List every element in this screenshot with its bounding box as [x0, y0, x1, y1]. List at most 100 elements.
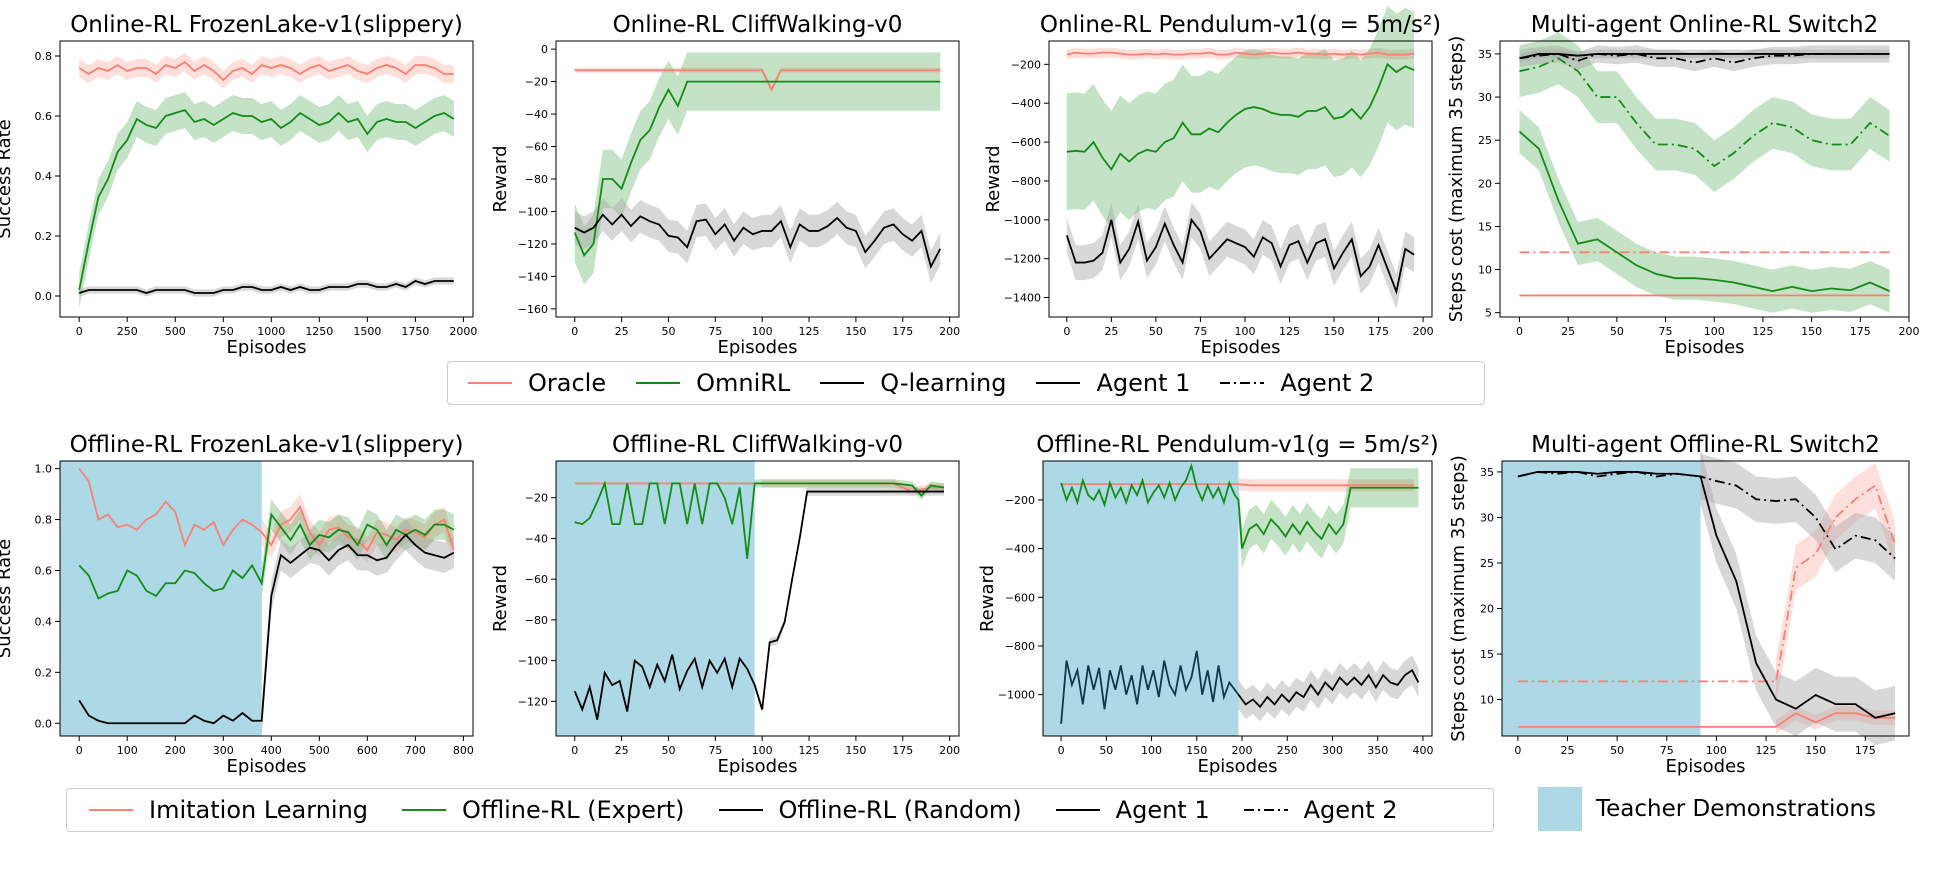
y-tick-label: −1400	[1004, 292, 1041, 305]
x-tick-label: 125	[799, 744, 820, 757]
y-axis-label: Reward	[983, 145, 1004, 212]
y-tick-label: 25	[1478, 134, 1492, 147]
series-line-3	[78, 533, 455, 725]
x-tick-label: 50	[1610, 325, 1624, 338]
legend-bottom: Imitation Learning Offline-RL (Expert) Off…	[66, 788, 1494, 832]
series-band-5	[1519, 49, 1890, 63]
legend-top: Oracle OmniRL Q-learning Agent 1 Agent 2	[447, 361, 1485, 405]
x-tick-label: 25	[615, 325, 629, 338]
series-line-4	[1237, 668, 1420, 709]
legend-item: Imitation Learning	[87, 796, 368, 824]
legend-item: Q-learning	[818, 369, 1006, 397]
legend-item: Oracle	[466, 369, 606, 397]
x-tick-label: 200	[939, 325, 960, 338]
x-tick-label: 25	[1561, 325, 1575, 338]
x-tick-label: 200	[1232, 744, 1253, 757]
series-line-3	[1065, 217, 1415, 295]
series-line-2	[573, 80, 941, 258]
legend-swatch	[1036, 382, 1081, 384]
x-axis-label: Episodes	[1200, 337, 1280, 358]
chart-panel-4: 0 25 50 75 100 125 150 175 200 5 10 15 20 25 30 35 Multi…	[1446, 12, 1920, 358]
x-tick-label: 200	[165, 744, 186, 757]
y-tick-label: 15	[1480, 648, 1494, 661]
x-tick-label: 0	[571, 325, 578, 338]
x-tick-label: 125	[1279, 325, 1300, 338]
x-tick-label: 500	[165, 325, 186, 338]
legend-label: Agent 2	[1280, 369, 1375, 397]
legend-label: Oracle	[528, 369, 607, 397]
y-axis-label: Steps cost (maximum 35 steps)	[1448, 455, 1469, 742]
x-tick-label: 800	[453, 744, 474, 757]
series-band-1	[79, 53, 454, 89]
x-tick-label: 175	[892, 325, 913, 338]
y-tick-label: −20	[525, 492, 548, 505]
legend-swatch	[636, 382, 681, 384]
x-tick-label: 125	[1756, 744, 1777, 757]
legend-label: Offline-RL (Random)	[778, 796, 1022, 824]
y-axis-label: Steps cost (maximum 35 steps)	[1446, 36, 1467, 323]
y-tick-label: 30	[1480, 511, 1494, 524]
chart-title: Offline-RL FrozenLake-v1(slippery)	[70, 432, 464, 458]
x-tick-label: 1250	[305, 325, 333, 338]
y-axis-label: Reward	[977, 565, 998, 632]
series-line-2	[1517, 484, 1896, 683]
y-tick-label: −200	[1011, 58, 1041, 71]
axes-frame	[59, 40, 474, 318]
x-tick-label: 50	[1149, 325, 1163, 338]
series-band-2	[79, 92, 454, 308]
y-tick-label: −400	[1005, 543, 1035, 556]
legend-label: Agent 1	[1096, 369, 1191, 397]
series-band-2	[1238, 468, 1419, 569]
y-tick-label: −140	[518, 270, 548, 283]
chart-panel-8: 0 25 50 75 100 125 150 175 10 15 20 25 30 35 Multi-age…	[1448, 432, 1910, 777]
y-tick-label: −60	[525, 573, 548, 586]
y-tick-label: −80	[525, 614, 548, 627]
series-line-1	[574, 69, 941, 92]
series-line-2	[1066, 62, 1415, 171]
x-tick-label: 200	[939, 744, 960, 757]
teacher-demo-region	[556, 461, 755, 736]
chart-title: Online-RL Pendulum-v1(g = 5m/s²)	[1040, 12, 1441, 38]
y-tick-label: −120	[518, 238, 548, 251]
x-tick-label: 0	[1063, 325, 1070, 338]
x-tick-label: 150	[1801, 325, 1822, 338]
legend-swatch	[89, 809, 133, 811]
y-tick-label: −1000	[1004, 214, 1041, 227]
y-tick-label: −40	[525, 532, 548, 545]
x-tick-label: 400	[261, 744, 282, 757]
legend-swatch	[402, 809, 447, 811]
y-tick-label: 20	[1480, 603, 1494, 616]
x-tick-label: 0	[76, 744, 83, 757]
y-tick-label: 35	[1480, 466, 1494, 479]
chart-title: Online-RL CliffWalking-v0	[613, 12, 903, 38]
x-tick-label: 500	[309, 744, 330, 757]
y-tick-label: 0.6	[35, 564, 53, 577]
series-band-3	[1066, 202, 1415, 310]
y-tick-label: −200	[1005, 494, 1035, 507]
chart-title: Multi-agent Offline-RL Switch2	[1531, 432, 1880, 458]
x-tick-label: 175	[892, 744, 913, 757]
y-tick-label: −800	[1005, 640, 1035, 653]
x-tick-label: 200	[1413, 325, 1434, 338]
series-line-2	[1060, 462, 1419, 549]
x-axis-label: Episodes	[717, 337, 797, 358]
x-tick-label: 700	[405, 744, 426, 757]
x-tick-label: 2000	[449, 325, 477, 338]
y-tick-label: −120	[518, 695, 548, 708]
chart-title: Offline-RL Pendulum-v1(g = 5m/s²)	[1036, 432, 1439, 458]
axes-frame	[1042, 460, 1433, 737]
y-tick-label: 0.6	[35, 110, 53, 123]
legend-label: Q-learning	[880, 369, 1007, 397]
series-line-3	[78, 280, 454, 294]
chart-title: Offline-RL CliffWalking-v0	[612, 432, 903, 458]
x-tick-label: 175	[1855, 744, 1876, 757]
x-tick-label: 100	[752, 744, 773, 757]
series-band-3	[1519, 110, 1890, 313]
series-band-4	[1700, 453, 1896, 582]
y-tick-label: 25	[1480, 557, 1494, 570]
x-axis-label: Episodes	[1197, 756, 1277, 777]
x-tick-label: 100	[1704, 325, 1725, 338]
x-axis-label: Episodes	[1664, 337, 1744, 358]
legend-item: Offline-RL (Random)	[717, 796, 1022, 824]
x-tick-label: 150	[1186, 744, 1207, 757]
